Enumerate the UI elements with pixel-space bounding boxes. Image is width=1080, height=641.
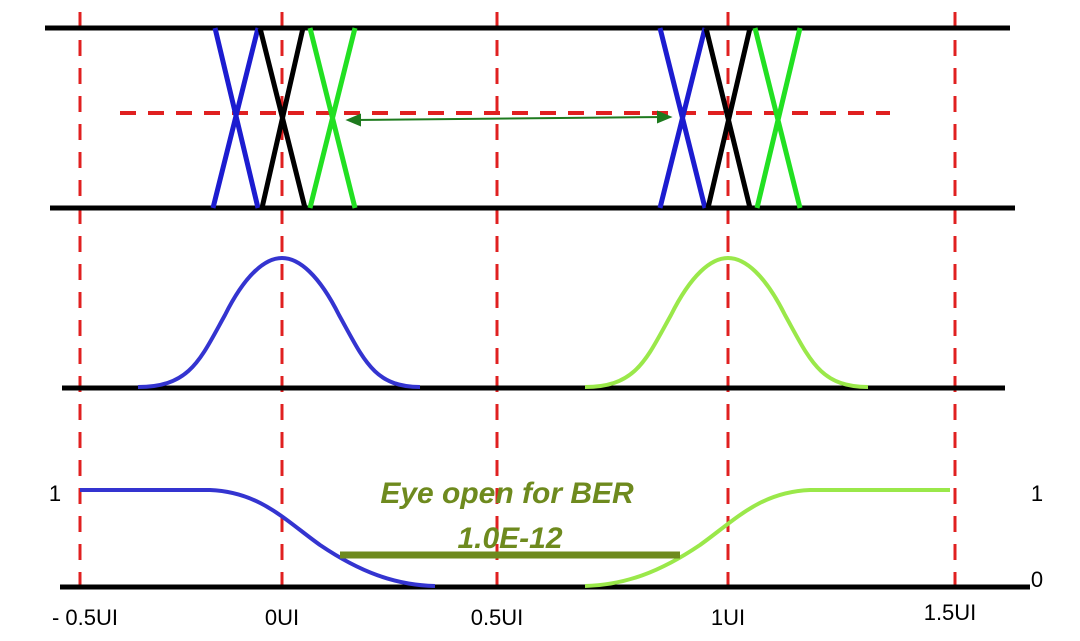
rails bbox=[45, 25, 1030, 590]
axis-label: 0.5UI bbox=[471, 605, 524, 630]
annotation: Eye open for BER bbox=[380, 477, 634, 510]
eye-crossings bbox=[210, 27, 803, 209]
axis-label: 1UI bbox=[711, 605, 745, 630]
annotation: 1.0E-12 bbox=[457, 522, 562, 555]
bathtub-right bbox=[584, 488, 950, 588]
jitter-pdf-left bbox=[137, 255, 421, 389]
eye-width-arrow bbox=[345, 110, 673, 127]
axis-label: 1.5UI bbox=[924, 600, 977, 625]
level-label: 0 bbox=[1031, 567, 1043, 592]
bathtub-left bbox=[80, 488, 436, 588]
level-label: 1 bbox=[1031, 481, 1043, 506]
axis-label: 0UI bbox=[265, 605, 299, 630]
level-label: 1 bbox=[49, 481, 61, 506]
axis-label: - 0.5UI bbox=[52, 605, 118, 630]
jitter-pdf-right bbox=[584, 255, 869, 389]
